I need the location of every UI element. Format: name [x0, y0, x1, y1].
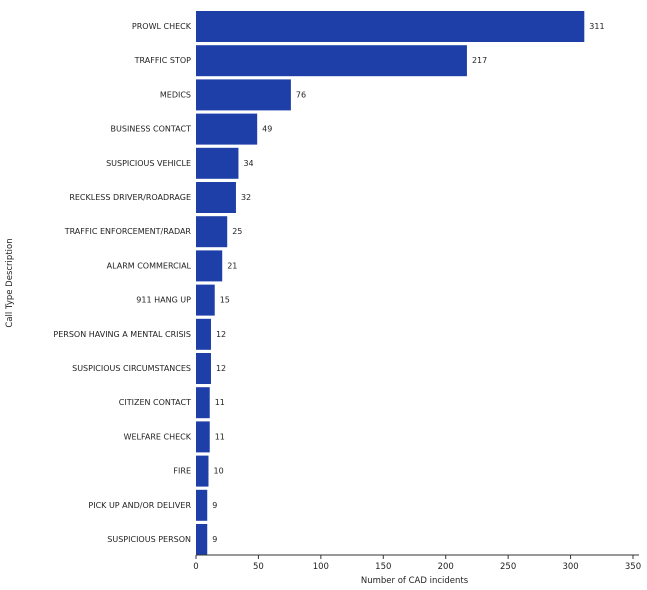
bar	[196, 284, 215, 316]
bar	[196, 45, 467, 77]
data-label: 9	[212, 501, 217, 510]
category-label: CITIZEN CONTACT	[119, 398, 191, 407]
data-label: 12	[216, 330, 226, 339]
category-label: FIRE	[173, 467, 191, 476]
x-tick-label: 250	[500, 562, 516, 572]
bar	[196, 250, 223, 282]
data-label: 49	[262, 125, 272, 134]
data-label: 11	[215, 398, 225, 407]
bar	[196, 353, 211, 384]
data-label: 9	[212, 535, 217, 544]
category-label: SUSPICIOUS PERSON	[107, 535, 191, 544]
bar	[196, 113, 258, 145]
data-label: 34	[243, 159, 253, 168]
category-label: TRAFFIC STOP	[134, 56, 192, 65]
data-label: 25	[232, 227, 242, 236]
category-label: ALARM COMMERCIAL	[107, 261, 192, 270]
y-axis-title: Call Type Description	[5, 238, 15, 327]
category-label: BUSINESS CONTACT	[111, 125, 192, 134]
data-label: 21	[227, 261, 237, 270]
category-label: 911 HANG UP	[136, 296, 191, 305]
bar	[196, 147, 239, 179]
x-tick-label: 200	[438, 562, 454, 572]
category-label: PICK UP AND/OR DELIVER	[88, 501, 191, 510]
bar	[196, 216, 228, 248]
data-label: 15	[220, 296, 230, 305]
category-labels: PROWL CHECK TRAFFIC STOP MEDICS BUSINESS CO…	[53, 22, 191, 544]
category-label: PROWL CHECK	[132, 22, 192, 31]
bar	[196, 182, 236, 213]
x-tick-label: 150	[375, 562, 391, 572]
category-label: SUSPICIOUS CIRCUMSTANCES	[72, 364, 191, 373]
value-labels: 311 217 76 49 34 32 25 21 15 12 12 11 11 10 9 9	[212, 22, 604, 544]
bar	[196, 455, 209, 487]
data-label: 10	[213, 467, 223, 476]
bar	[196, 421, 210, 453]
bar	[196, 387, 210, 419]
x-tick-label: 100	[313, 562, 329, 572]
bar	[196, 11, 585, 42]
category-label: MEDICS	[160, 90, 191, 99]
x-tick-label: 50	[253, 562, 264, 572]
bar	[196, 489, 208, 521]
category-label: WELFARE CHECK	[124, 432, 192, 441]
x-axis-title: Number of CAD incidents	[361, 576, 469, 586]
x-tick-label: 300	[562, 562, 578, 572]
category-label: RECKLESS DRIVER/ROADRAGE	[69, 193, 191, 202]
bar	[196, 79, 291, 111]
category-label: SUSPICIOUS VEHICLE	[106, 159, 191, 168]
bar	[196, 524, 208, 555]
bars	[196, 11, 585, 555]
category-label: PERSON HAVING A MENTAL CRISIS	[53, 330, 191, 339]
category-label: TRAFFIC ENFORCEMENT/RADAR	[64, 227, 192, 236]
data-label: 12	[216, 364, 226, 373]
x-axis: 0 50 100 150 200 250 300 350	[193, 554, 641, 572]
data-label: 311	[589, 22, 604, 31]
x-tick-label: 0	[193, 562, 198, 572]
data-label: 76	[296, 90, 306, 99]
x-tick-label: 350	[625, 562, 641, 572]
data-label: 11	[215, 432, 225, 441]
data-label: 217	[472, 56, 487, 65]
bar	[196, 318, 211, 350]
data-label: 32	[241, 193, 251, 202]
